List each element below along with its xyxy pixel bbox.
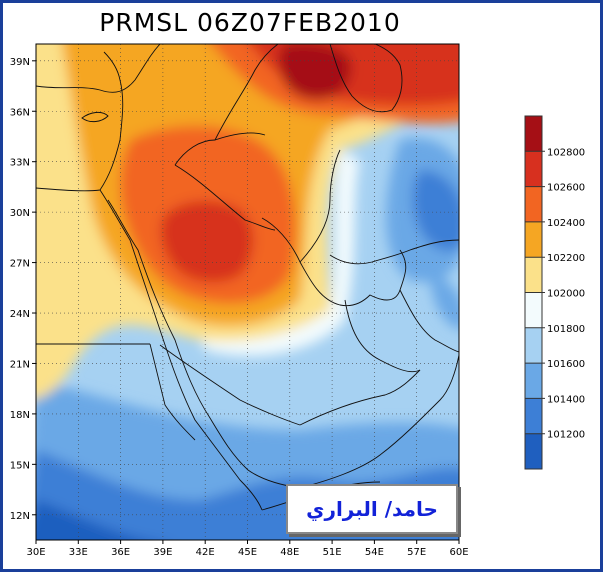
- author-signature-box: حامد/ البراري: [286, 484, 458, 534]
- lon-tick-label: 45E: [238, 547, 257, 558]
- colorbar-swatch: [525, 398, 542, 435]
- lon-tick-label: 42E: [196, 547, 215, 558]
- lon-tick-label: 51E: [323, 547, 342, 558]
- colorbar-swatch: [525, 363, 542, 399]
- colorbar-label: 101400: [547, 394, 585, 405]
- lon-tick-label: 57E: [407, 547, 426, 558]
- lon-tick-label: 36E: [111, 547, 130, 558]
- lat-tick-label: 36N: [10, 107, 30, 118]
- author-signature: حامد/ البراري: [306, 497, 438, 521]
- lat-tick-label: 33N: [10, 158, 30, 169]
- lon-tick-label: 30E: [26, 547, 45, 558]
- coastlines: [36, 44, 459, 511]
- colorbar-swatch: [525, 257, 542, 293]
- lat-tick-label: 30N: [10, 208, 30, 219]
- colorbar-swatch: [525, 186, 542, 223]
- lat-tick-label: 27N: [10, 259, 30, 270]
- colorbar-label: 101200: [547, 430, 585, 441]
- lat-tick-label: 18N: [10, 410, 30, 421]
- lon-tick-label: 54E: [365, 547, 384, 558]
- axis-ticks: 39N 36N 33N 30N 27N 24N 21N 18N 15N 12N 30E 33E 36E 3…: [10, 57, 469, 558]
- lat-tick-label: 24N: [10, 309, 30, 320]
- colorbar-label: 102600: [547, 183, 585, 194]
- lat-tick-label: 21N: [10, 359, 30, 370]
- colorbar-label: 102400: [547, 218, 585, 229]
- lon-tick-label: 48E: [280, 547, 299, 558]
- colorbar-swatch: [525, 221, 542, 258]
- colorbar-label: 102000: [547, 289, 585, 300]
- colorbar-swatch: [525, 433, 542, 470]
- colorbar-swatch: [525, 151, 542, 188]
- colorbar-label: 102800: [547, 147, 585, 158]
- colorbar-label: 102200: [547, 253, 585, 264]
- colorbar-swatch: [525, 292, 542, 329]
- colorbar-swatch: [525, 327, 542, 364]
- lat-tick-label: 39N: [10, 57, 30, 68]
- lon-tick-label: 33E: [69, 547, 88, 558]
- lat-tick-label: 12N: [10, 511, 30, 522]
- colorbar-label: 101600: [547, 359, 585, 370]
- colorbar: 102800 102600 102400 102200 102000 101800 1016…: [524, 115, 585, 470]
- lon-tick-label: 60E: [449, 547, 468, 558]
- colorbar-swatch: [525, 116, 542, 152]
- lon-tick-label: 39E: [153, 547, 172, 558]
- lat-tick-label: 15N: [10, 460, 30, 471]
- map-title: PRMSL 06Z07FEB2010: [99, 8, 401, 37]
- colorbar-label: 101800: [547, 324, 585, 335]
